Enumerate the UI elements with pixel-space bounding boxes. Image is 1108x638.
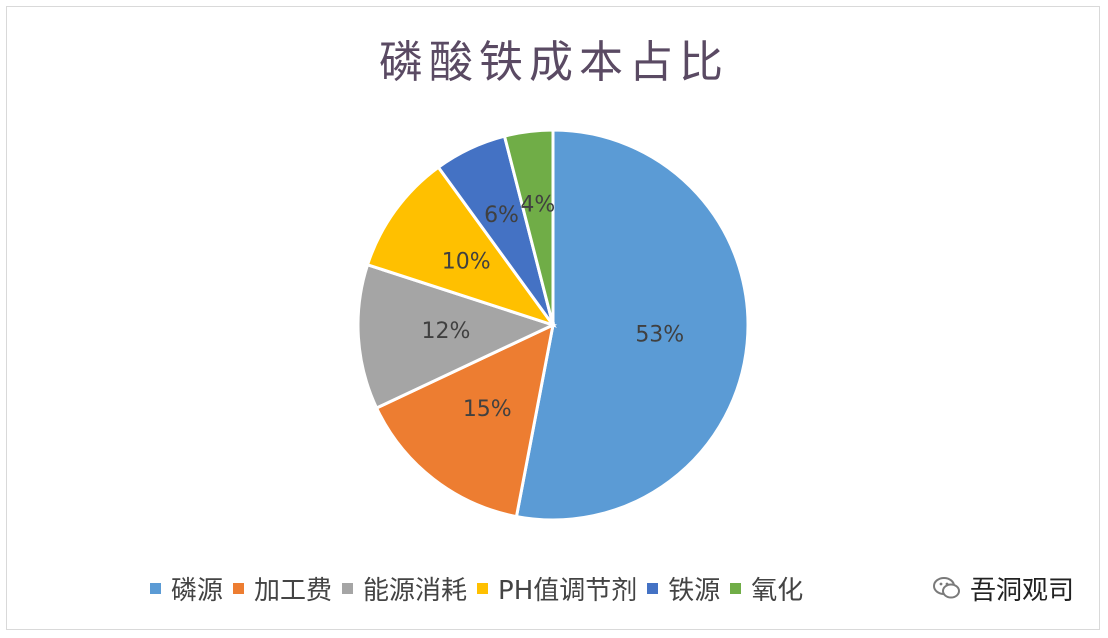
legend-item-3: 能源消耗 [342,570,467,607]
legend-item-5: 铁源 [647,570,720,607]
legend-swatch-4 [477,582,489,594]
legend-item-2: 加工费 [233,570,332,607]
legend-label-5: 铁源 [668,575,721,606]
legend-label-4: PH值调节剂 [498,575,638,606]
pie-slice-3 [356,262,558,411]
data-label-2: 15% [463,397,512,422]
chart-legend: 磷源 加工费 能源消耗 PH值调节剂 铁源 氧化 [150,568,813,608]
legend-label-3: 能源消耗 [363,575,468,606]
legend-swatch-2 [233,582,245,594]
legend-item-1: 磷源 [150,570,223,607]
legend-swatch-1 [150,582,161,594]
legend-label-2: 加工费 [254,575,333,606]
data-label-4: 10% [442,249,491,274]
data-label-3: 12% [422,319,471,344]
legend-swatch-6 [730,582,742,594]
pie-slice-4 [365,165,557,328]
pie-slice-6 [502,128,555,326]
legend-label-6: 氧化 [751,575,804,606]
watermark: 吾洞观司 [925,568,1078,608]
legend-item-4: PH值调节剂 [477,570,637,607]
legend-swatch-5 [647,582,659,594]
data-label-1: 53% [635,323,684,348]
chart-title: 磷酸铁成本占比 [379,37,729,88]
pie-slice-2 [374,322,556,519]
pie-slice-1 [514,128,750,522]
wechat-logo-icon [932,577,960,599]
legend-item-6: 氧化 [730,570,803,607]
legend-label-1: 磷源 [171,575,224,606]
legend-swatch-3 [342,582,354,594]
watermark-text: 吾洞观司 [969,575,1074,606]
data-label-6: 4% [520,193,555,218]
data-label-5: 6% [484,203,519,228]
